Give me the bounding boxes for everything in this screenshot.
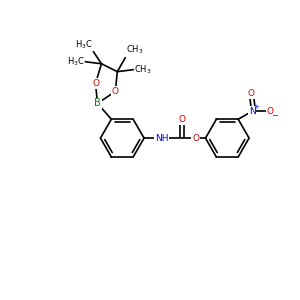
Text: O: O <box>92 79 99 88</box>
Text: +: + <box>253 104 259 110</box>
Text: CH$_3$: CH$_3$ <box>126 43 144 56</box>
Text: O: O <box>248 89 255 98</box>
Text: O: O <box>266 107 273 116</box>
Text: CH$_3$: CH$_3$ <box>134 63 152 76</box>
Text: O: O <box>178 115 185 124</box>
Text: −: − <box>271 111 278 120</box>
Text: H$_3$C: H$_3$C <box>67 56 85 68</box>
Text: O: O <box>192 134 199 142</box>
Text: NH: NH <box>155 134 169 142</box>
Text: N: N <box>249 107 255 116</box>
Text: O: O <box>112 87 119 96</box>
Text: B: B <box>94 98 101 108</box>
Text: H$_3$C: H$_3$C <box>75 38 92 51</box>
